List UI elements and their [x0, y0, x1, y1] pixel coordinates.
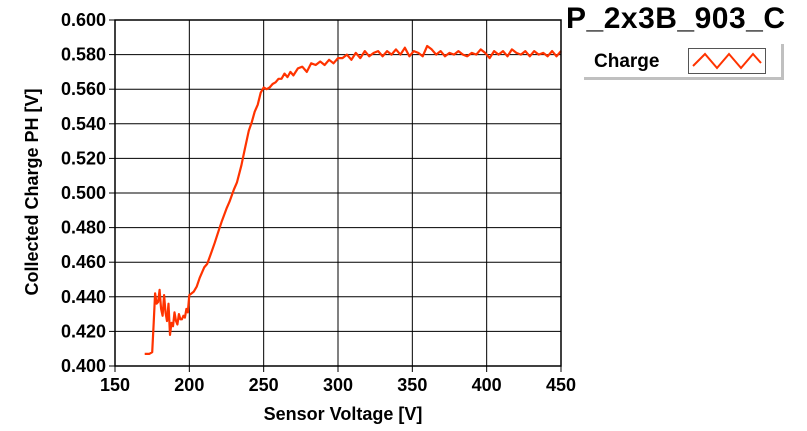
series-line-charge	[144, 44, 562, 355]
y-tick-label: 0.500	[61, 183, 106, 203]
x-tick-label: 300	[323, 375, 353, 395]
y-tick-label: 0.520	[61, 148, 106, 168]
y-axis-title: Collected Charge PH [V]	[22, 88, 42, 295]
x-tick-label: 250	[249, 375, 279, 395]
y-tick-label: 0.600	[61, 10, 106, 30]
x-tick-label: 350	[397, 375, 427, 395]
y-tick-label: 0.560	[61, 79, 106, 99]
x-tick-label: 150	[100, 375, 130, 395]
chart-title: P_2x3B_903_C	[566, 2, 786, 35]
y-tick-label: 0.400	[61, 356, 106, 376]
legend: Charge	[584, 44, 784, 80]
legend-series-label: Charge	[594, 51, 660, 72]
x-tick-label: 400	[472, 375, 502, 395]
plot-frame	[114, 19, 562, 367]
y-tick-label: 0.580	[61, 45, 106, 65]
x-axis-title: Sensor Voltage [V]	[264, 404, 423, 424]
x-tick-label: 200	[174, 375, 204, 395]
y-tick-label: 0.460	[61, 252, 106, 272]
x-tick-label: 450	[546, 375, 576, 395]
y-tick-labels: 0.400 0.420 0.440 0.460 0.480 0.500 0.520 0.540…	[61, 10, 106, 376]
legend-swatch-line	[692, 52, 762, 70]
plot-area-border	[114, 19, 562, 367]
x-tick-labels: 150 200 250 300 350 400 450	[100, 375, 576, 395]
series-layer	[144, 44, 562, 355]
y-tick-label: 0.480	[61, 218, 106, 238]
y-tick-label: 0.420	[61, 321, 106, 341]
y-tick-label: 0.540	[61, 114, 106, 134]
legend-swatch	[688, 48, 766, 74]
y-tick-label: 0.440	[61, 287, 106, 307]
